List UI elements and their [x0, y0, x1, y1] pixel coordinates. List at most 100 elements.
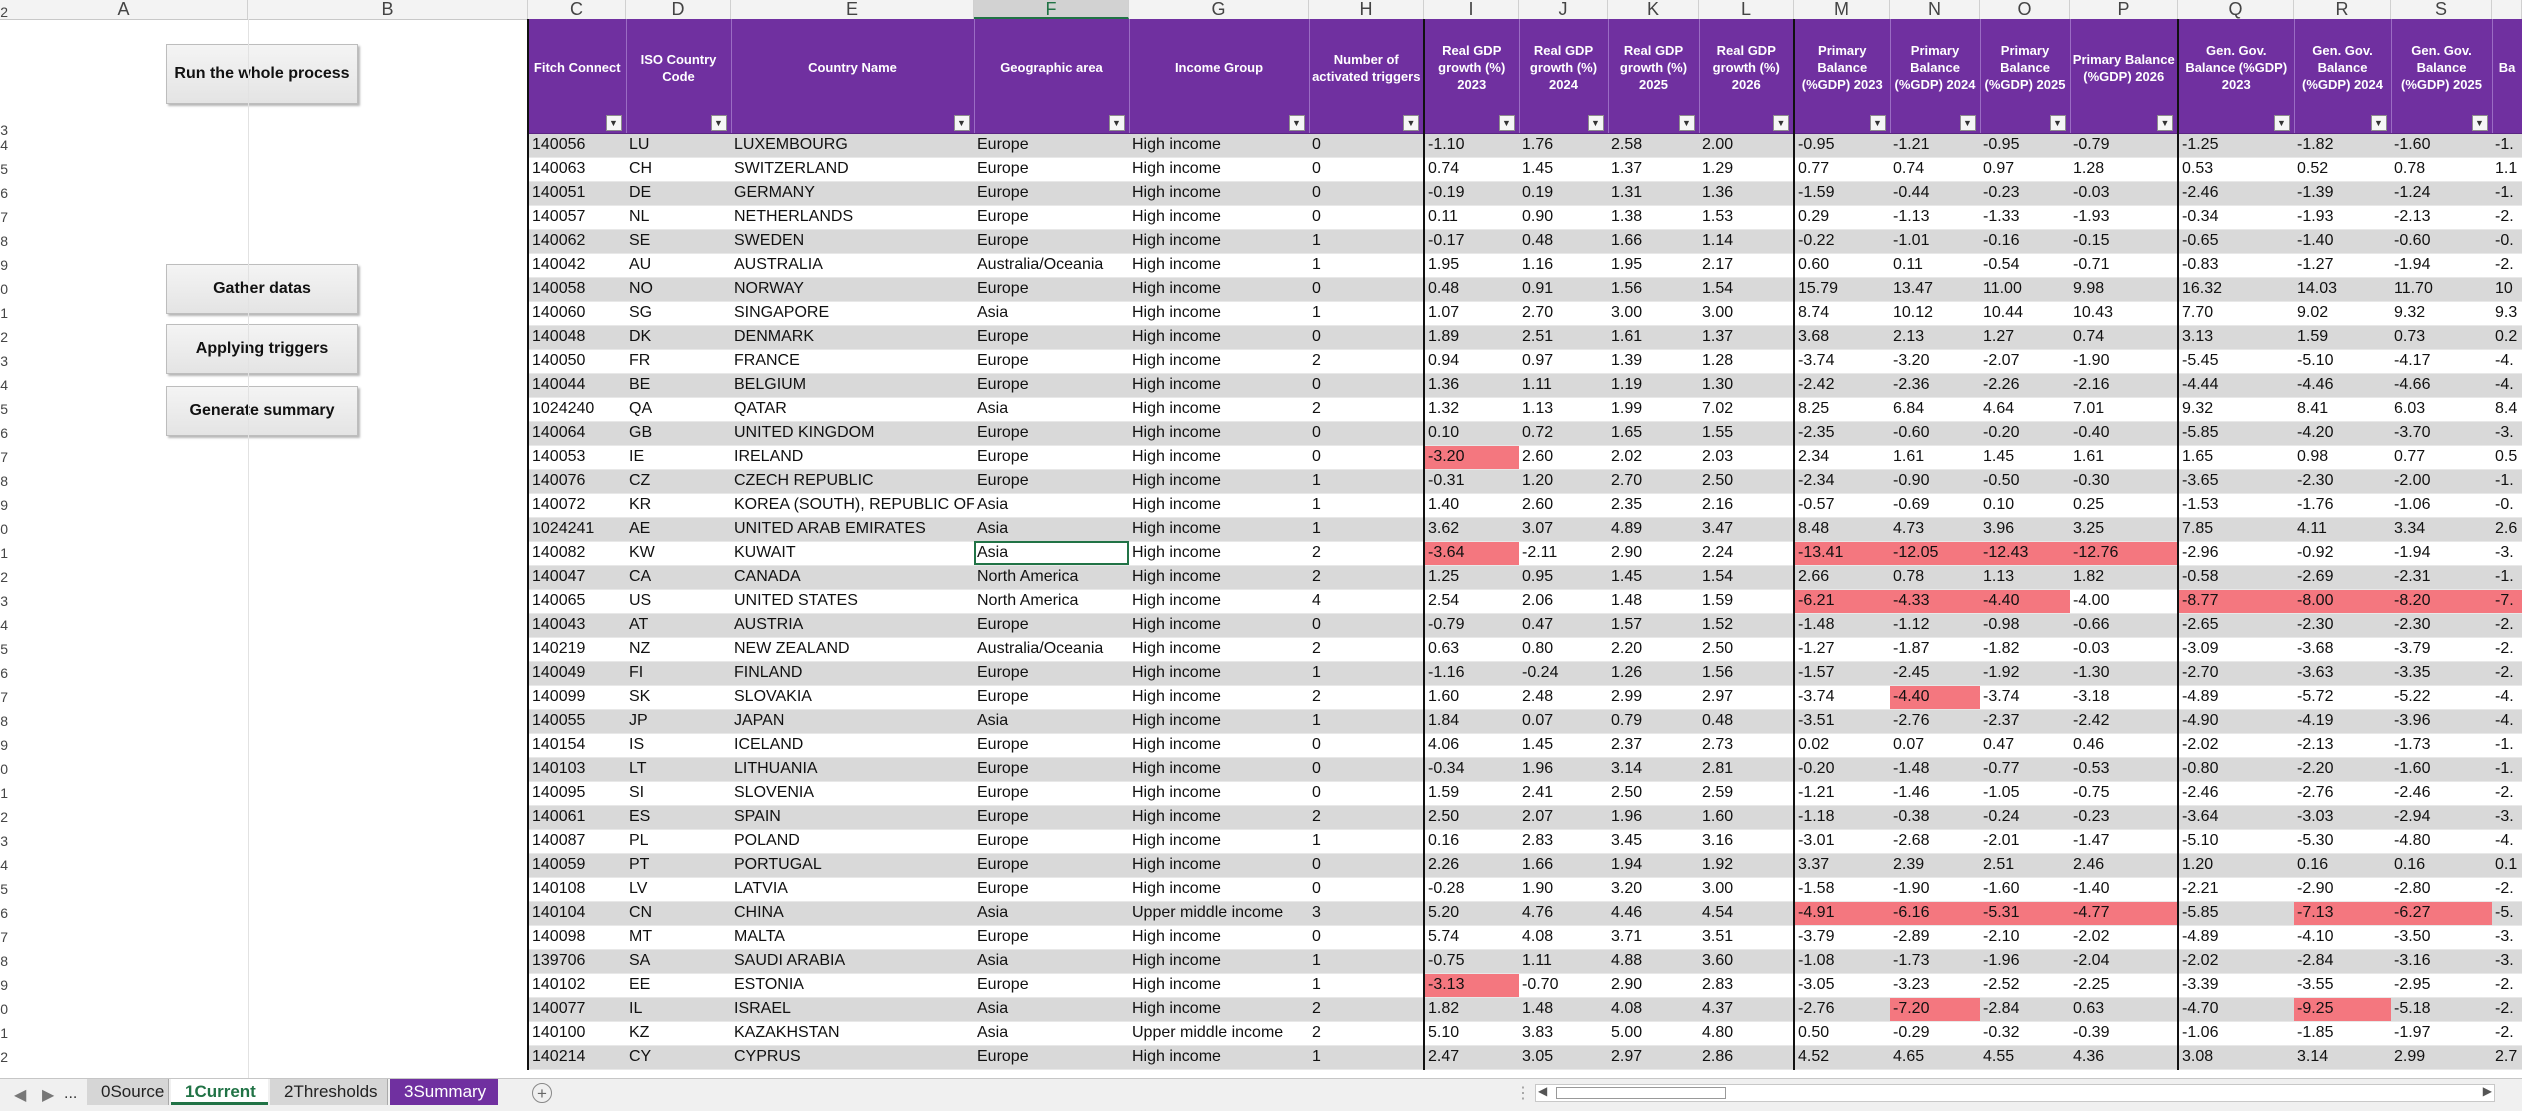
table-cell[interactable]: 2	[1309, 1021, 1424, 1046]
table-cell[interactable]: -3.64	[1423, 541, 1519, 566]
filter-dropdown-icon[interactable]: ▼	[953, 114, 970, 131]
table-cell[interactable]: SI	[626, 781, 731, 806]
table-cell[interactable]: 140057	[527, 205, 626, 230]
table-cell[interactable]: -6.16	[1890, 901, 1980, 926]
table-cell[interactable]: -7.13	[2294, 901, 2391, 926]
table-cell[interactable]: 4.08	[1608, 997, 1699, 1022]
table-cell[interactable]: 11.70	[2391, 277, 2492, 302]
table-cell[interactable]: -2.	[2492, 781, 2522, 806]
table-cell[interactable]: 3.25	[2070, 517, 2178, 542]
table-cell[interactable]: 2.60	[1519, 445, 1608, 470]
table-cell[interactable]: Europe	[974, 373, 1129, 398]
table-cell[interactable]: 9.02	[2294, 301, 2391, 326]
filter-dropdown-icon[interactable]: ▼	[710, 114, 727, 131]
table-cell[interactable]: 1.11	[1519, 949, 1608, 974]
table-cell[interactable]: AU	[626, 253, 731, 278]
tab-3summary[interactable]: 3Summary	[390, 1079, 498, 1105]
table-cell[interactable]: 2.41	[1519, 781, 1608, 806]
table-cell[interactable]: Europe	[974, 325, 1129, 350]
table-cell[interactable]: 8.25	[1793, 397, 1890, 422]
table-cell[interactable]: 0.73	[2391, 325, 2492, 350]
table-cell[interactable]: 1.1	[2492, 157, 2522, 182]
table-cell[interactable]: -2.96	[2177, 541, 2294, 566]
table-cell[interactable]: -2.35	[1793, 421, 1890, 446]
table-cell[interactable]: 0.91	[1519, 277, 1608, 302]
table-cell[interactable]: -1.01	[1890, 229, 1980, 254]
table-cell[interactable]: 0.78	[1890, 565, 1980, 590]
table-cell[interactable]: 1.82	[2070, 565, 2178, 590]
row-number[interactable]: 9	[0, 977, 8, 993]
table-cell[interactable]: -13.41	[1793, 541, 1890, 566]
table-cell[interactable]: 0.48	[1519, 229, 1608, 254]
table-cell[interactable]: High income	[1129, 421, 1309, 446]
row-number[interactable]: 2	[0, 569, 8, 585]
filter-dropdown-icon[interactable]: ▼	[2471, 114, 2488, 131]
table-cell[interactable]: 0	[1309, 877, 1424, 902]
table-cell[interactable]: 1.48	[1608, 589, 1699, 614]
table-cell[interactable]: -3.74	[1793, 685, 1890, 710]
table-cell[interactable]: 1	[1309, 253, 1424, 278]
table-cell[interactable]: 2.83	[1519, 829, 1608, 854]
table-cell[interactable]: 1.92	[1699, 853, 1794, 878]
table-cell[interactable]: 2.99	[1608, 685, 1699, 710]
table-cell[interactable]: -0.34	[2177, 205, 2294, 230]
table-cell[interactable]: -0.75	[2070, 781, 2178, 806]
table-cell[interactable]: Europe	[974, 133, 1129, 158]
column-letter-e[interactable]: E	[731, 0, 974, 19]
row-number[interactable]: 7	[0, 929, 8, 945]
table-cell[interactable]: 0.29	[1793, 205, 1890, 230]
table-cell[interactable]: 1	[1309, 517, 1424, 542]
table-cell[interactable]: -2.42	[2070, 709, 2178, 734]
table-cell[interactable]: 0.90	[1519, 205, 1608, 230]
table-cell[interactable]: -2.01	[1980, 829, 2070, 854]
row-number[interactable]: 4	[0, 377, 8, 393]
table-cell[interactable]: 1.29	[1699, 157, 1794, 182]
filter-dropdown-icon[interactable]: ▼	[2157, 114, 2173, 131]
table-cell[interactable]: SLOVAKIA	[731, 685, 974, 710]
table-cell[interactable]: -2.	[2492, 205, 2522, 230]
table-cell[interactable]: -0.	[2492, 229, 2522, 254]
table-cell[interactable]: 4.64	[1980, 397, 2070, 422]
table-cell[interactable]: -4.40	[1890, 685, 1980, 710]
table-cell[interactable]: 10	[2492, 277, 2522, 302]
table-cell[interactable]: -2.30	[2294, 613, 2391, 638]
table-cell[interactable]: Asia	[974, 541, 1129, 566]
table-cell[interactable]: -2.02	[2177, 733, 2294, 758]
table-cell[interactable]: -0.39	[2070, 1021, 2178, 1046]
table-cell[interactable]: 8.48	[1793, 517, 1890, 542]
table-cell[interactable]: 4.65	[1890, 1045, 1980, 1070]
table-cell[interactable]: 1.55	[1699, 421, 1794, 446]
table-cell[interactable]: 3.60	[1699, 949, 1794, 974]
table-cell[interactable]: -5.30	[2294, 829, 2391, 854]
table-cell[interactable]: Europe	[974, 181, 1129, 206]
table-cell[interactable]: 1.90	[1519, 877, 1608, 902]
column-letter-j[interactable]: J	[1519, 0, 1608, 19]
table-cell[interactable]: QA	[626, 397, 731, 422]
table-cell[interactable]: -2.	[2492, 973, 2522, 998]
table-cell[interactable]: 1.59	[1423, 781, 1519, 806]
table-cell[interactable]: 4.08	[1519, 925, 1608, 950]
table-cell[interactable]: Upper middle income	[1129, 1021, 1309, 1046]
table-cell[interactable]: -1.10	[1423, 133, 1519, 158]
table-cell[interactable]: 4.06	[1423, 733, 1519, 758]
filter-dropdown-icon[interactable]: ▼	[605, 114, 622, 131]
table-cell[interactable]: -3.51	[1793, 709, 1890, 734]
table-cell[interactable]: 0.11	[1423, 205, 1519, 230]
more-sheets-ellipsis[interactable]: ...	[64, 1085, 78, 1102]
table-cell[interactable]: 0.16	[1423, 829, 1519, 854]
table-cell[interactable]: -1.06	[2391, 493, 2492, 518]
table-cell[interactable]: 3.13	[2177, 325, 2294, 350]
table-cell[interactable]: 2	[1309, 397, 1424, 422]
table-cell[interactable]: 0.16	[2294, 853, 2391, 878]
table-cell[interactable]: 0.94	[1423, 349, 1519, 374]
table-cell[interactable]: -0.70	[1519, 973, 1608, 998]
column-letter-p[interactable]: P	[2070, 0, 2178, 19]
table-cell[interactable]: High income	[1129, 709, 1309, 734]
table-cell[interactable]: 2.26	[1423, 853, 1519, 878]
table-cell[interactable]: -1.40	[2294, 229, 2391, 254]
table-cell[interactable]: 1	[1309, 301, 1424, 326]
row-number[interactable]: 8	[0, 953, 8, 969]
table-cell[interactable]: -2.37	[1980, 709, 2070, 734]
table-cell[interactable]: High income	[1129, 541, 1309, 566]
table-cell[interactable]: -2.68	[1890, 829, 1980, 854]
